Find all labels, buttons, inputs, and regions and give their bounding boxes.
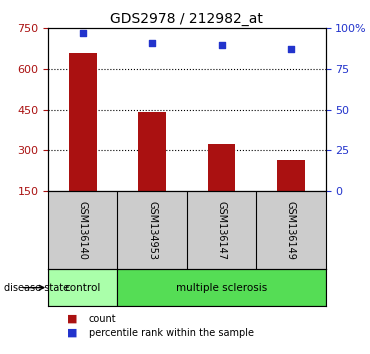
Point	[288, 47, 294, 52]
Text: GSM136140: GSM136140	[78, 201, 88, 259]
Point	[149, 40, 155, 46]
Text: GSM136149: GSM136149	[286, 201, 296, 259]
Bar	[277, 160, 305, 191]
Text: percentile rank within the sample: percentile rank within the sample	[89, 328, 254, 338]
Bar	[69, 53, 97, 191]
Bar	[118, 269, 326, 306]
Bar	[138, 113, 166, 191]
Bar	[208, 144, 235, 191]
Point	[80, 30, 86, 36]
Text: control: control	[65, 282, 101, 293]
Text: GSM136147: GSM136147	[216, 201, 226, 259]
Text: multiple sclerosis: multiple sclerosis	[176, 282, 267, 293]
Bar	[48, 269, 118, 306]
Title: GDS2978 / 212982_at: GDS2978 / 212982_at	[110, 12, 263, 26]
Text: count: count	[89, 314, 117, 324]
Text: ■: ■	[67, 314, 77, 324]
Text: disease state: disease state	[4, 282, 69, 293]
Text: ■: ■	[67, 328, 77, 338]
Text: GSM134953: GSM134953	[147, 201, 157, 259]
Point	[219, 42, 225, 47]
